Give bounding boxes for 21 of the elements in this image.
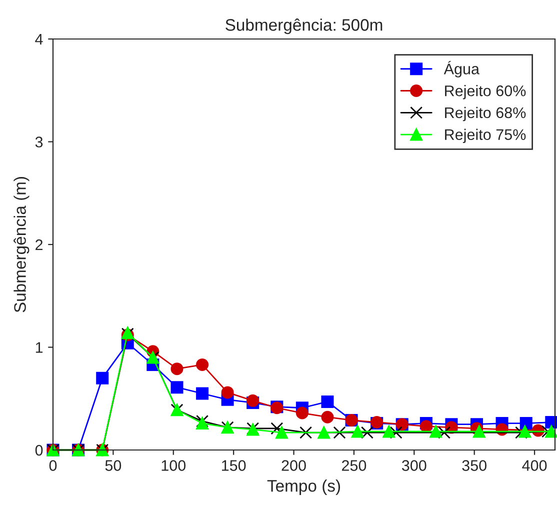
x-tick-label: 350 — [462, 460, 486, 471]
legend-label: Rejeito 68% — [445, 106, 526, 122]
y-axis-title: Submergência (m) — [14, 176, 30, 312]
x-tick-label: 200 — [282, 460, 306, 471]
y-tick-label: 2 — [36, 239, 43, 250]
x-tick-label: 0 — [49, 460, 57, 471]
x-tick-label: 300 — [402, 460, 426, 471]
x-tick-label: 100 — [162, 460, 186, 471]
y-tick-label: 4 — [35, 34, 43, 45]
chart-title: Submergência: 500m — [226, 18, 382, 34]
legend-label: Água — [444, 60, 480, 78]
y-tick-label: 0 — [35, 444, 43, 456]
y-tick-label: 3 — [35, 136, 43, 148]
x-tick-label: 400 — [522, 460, 547, 471]
x-tick-label: 250 — [342, 460, 366, 471]
legend-label: Rejeito 60% — [445, 85, 526, 100]
x-tick-label: 50 — [105, 460, 122, 471]
y-tick-label: 1 — [36, 342, 43, 353]
x-tick-label: 150 — [222, 460, 246, 471]
x-axis-title: Tempo (s) — [267, 480, 340, 496]
legend-label: Rejeito 75% — [445, 128, 526, 144]
